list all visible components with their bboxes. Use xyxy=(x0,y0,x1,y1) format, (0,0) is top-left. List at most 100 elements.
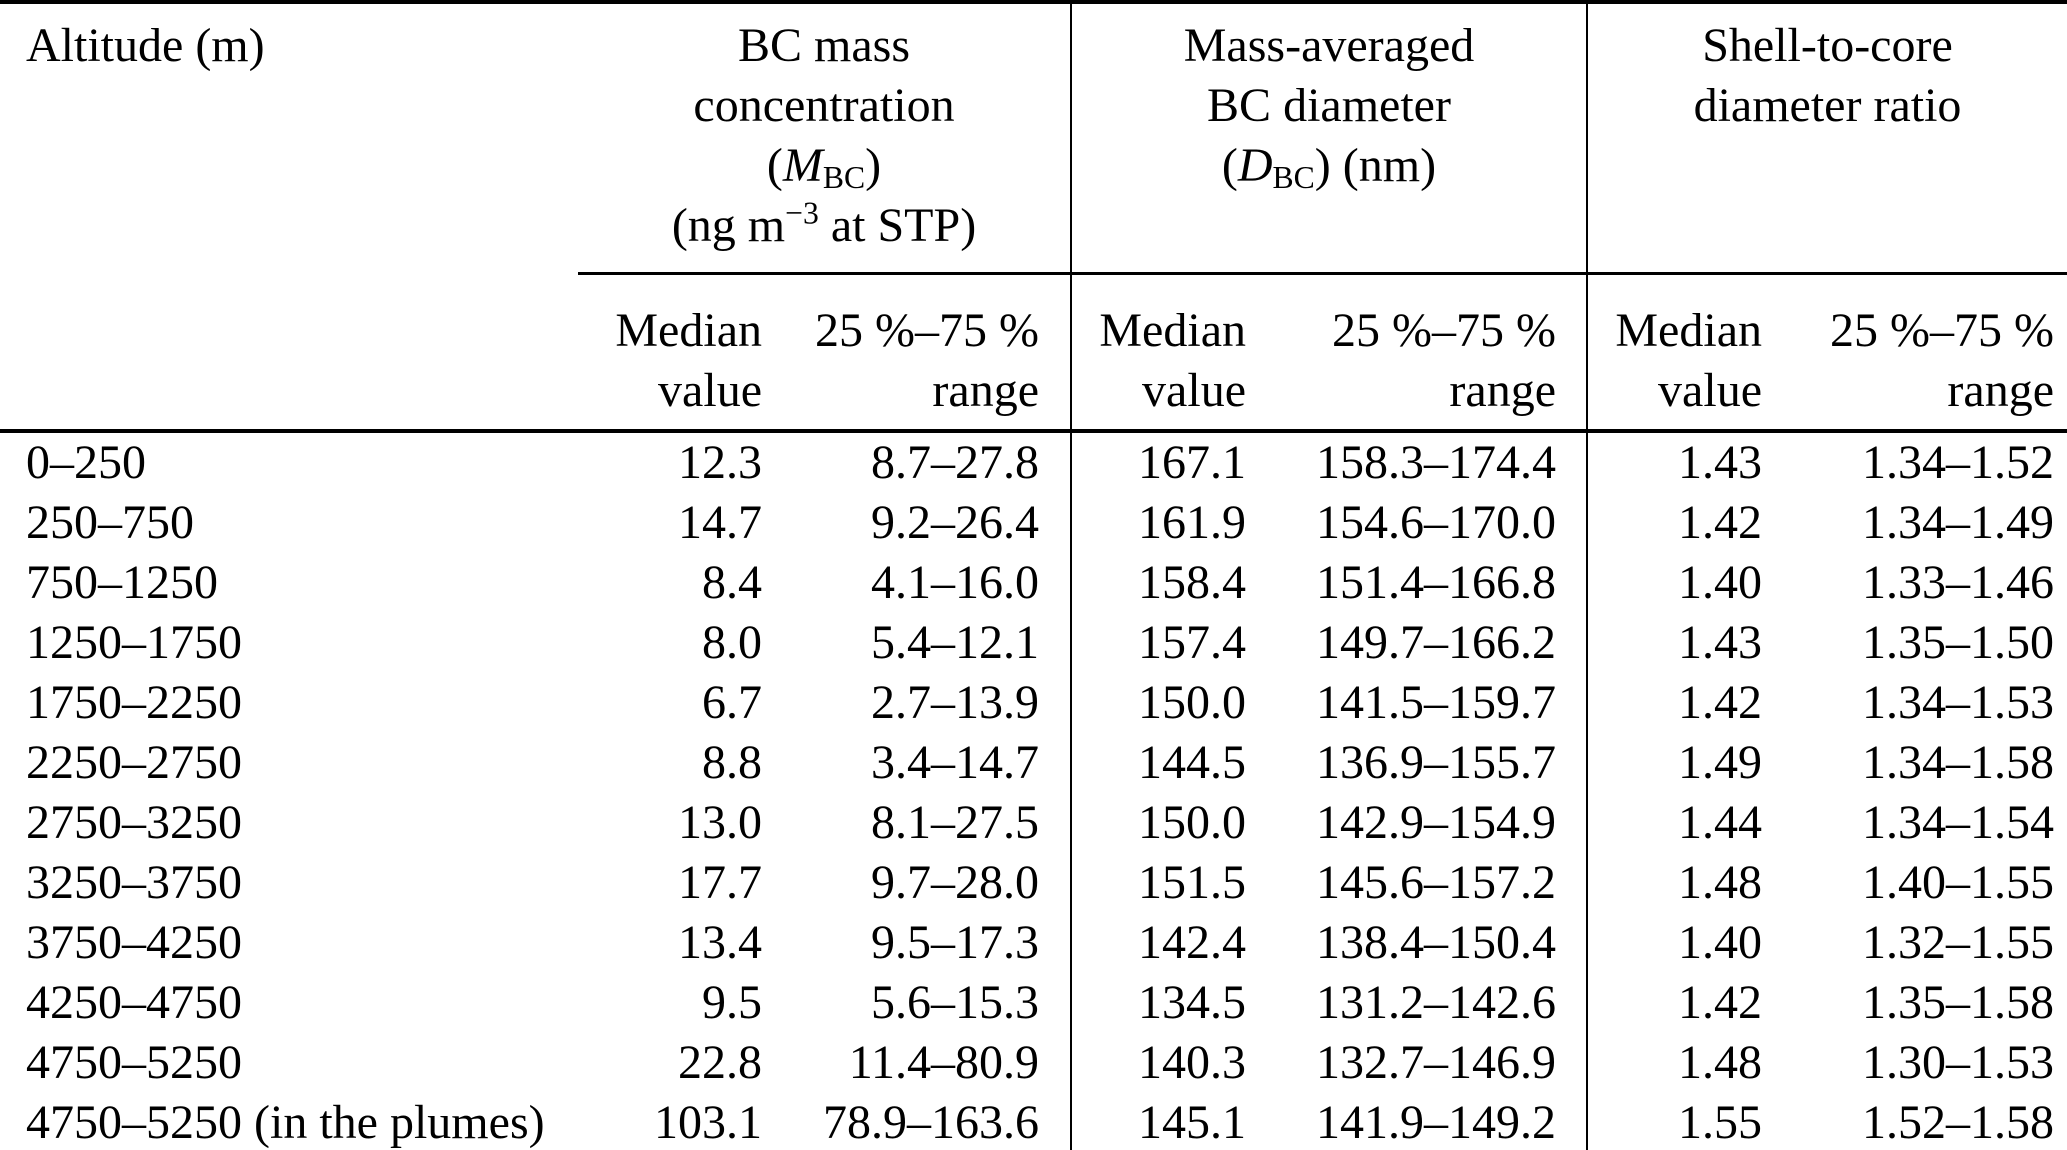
value-cell: 1.43 xyxy=(1586,431,1777,493)
group-title-line: Mass-averaged xyxy=(1183,19,1475,72)
value-cell: 151.4–166.8 xyxy=(1316,556,1556,609)
value-cell: 1.30–1.53 xyxy=(1862,1036,2054,1089)
table-row: 1750–2250 6.7 2.7–13.9 150.0 141.5–159.7 1.42… xyxy=(0,673,2067,733)
value-cell: 5.6–15.3 xyxy=(871,976,1039,1029)
altitude-cell: 4750–5250 (in the plumes) xyxy=(26,1096,545,1149)
altitude-cell: 2750–3250 xyxy=(26,796,242,849)
value-cell: 1.42 xyxy=(1586,493,1777,553)
subheader-range: 25 %–75 % range xyxy=(1777,273,2067,433)
value-cell: 1.42 xyxy=(1586,973,1777,1033)
value-cell: 8.0 xyxy=(702,616,762,669)
value-cell: 103.1 xyxy=(654,1096,762,1149)
altitude-cell: 2250–2750 xyxy=(26,736,242,789)
table-row: 4750–5250 22.8 11.4–80.9 140.3 132.7–146.9 1.… xyxy=(0,1033,2067,1093)
table-header: Altitude (m) BC mass concentration (MBC)… xyxy=(0,2,2067,433)
value-cell: 1.49 xyxy=(1586,733,1777,793)
group-header-shell-core: Shell-to-core diameter ratio xyxy=(1586,2,2067,275)
value-cell: 141.5–159.7 xyxy=(1316,676,1556,729)
group-title-line: diameter ratio xyxy=(1693,79,1962,132)
value-cell: 1.32–1.55 xyxy=(1862,916,2054,969)
value-cell: 134.5 xyxy=(1070,973,1266,1033)
group-header-bc-mass: BC mass concentration (MBC) (ng m−3 at S… xyxy=(578,2,1071,275)
value-cell: 150.0 xyxy=(1070,793,1266,853)
group-symbol-line: (DBC) (nm) xyxy=(1221,139,1437,195)
value-cell: 5.4–12.1 xyxy=(871,616,1039,669)
table-row: 0–250 12.3 8.7–27.8 167.1 158.3–174.4 1.43 1.3… xyxy=(0,431,2067,493)
value-cell: 145.1 xyxy=(1070,1093,1266,1150)
value-cell: 154.6–170.0 xyxy=(1316,496,1556,549)
value-cell: 144.5 xyxy=(1070,733,1266,793)
value-cell: 158.4 xyxy=(1070,553,1266,613)
value-cell: 136.9–155.7 xyxy=(1316,736,1556,789)
symbol-subscript: BC xyxy=(822,159,866,195)
value-cell: 3.4–14.7 xyxy=(871,736,1039,789)
value-cell: 8.8 xyxy=(702,736,762,789)
value-cell: 1.43 xyxy=(1586,613,1777,673)
value-cell: 8.7–27.8 xyxy=(871,436,1039,489)
altitude-cell: 3250–3750 xyxy=(26,856,242,909)
group-header-row: Altitude (m) BC mass concentration (MBC)… xyxy=(0,2,2067,433)
value-cell: 1.33–1.46 xyxy=(1862,556,2054,609)
unit-exponent: −3 xyxy=(785,195,819,231)
subheader-median: Median value xyxy=(1586,273,1777,433)
value-cell: 1.48 xyxy=(1586,853,1777,913)
value-cell: 9.2–26.4 xyxy=(871,496,1039,549)
group-title-line: BC diameter xyxy=(1207,79,1451,132)
value-cell: 140.3 xyxy=(1070,1033,1266,1093)
altitude-cell: 0–250 xyxy=(26,436,146,489)
group-title-line: concentration xyxy=(693,79,955,132)
value-cell: 1.55 xyxy=(1586,1093,1777,1150)
altitude-cell: 1250–1750 xyxy=(26,616,242,669)
value-cell: 141.9–149.2 xyxy=(1316,1096,1556,1149)
value-cell: 158.3–174.4 xyxy=(1316,436,1556,489)
value-cell: 142.9–154.9 xyxy=(1316,796,1556,849)
value-cell: 1.34–1.52 xyxy=(1862,436,2054,489)
group-symbol-line: (MBC) xyxy=(766,139,882,195)
value-cell: 11.4–80.9 xyxy=(848,1036,1039,1089)
subheader-median: Median value xyxy=(1070,273,1266,433)
value-cell: 14.7 xyxy=(678,496,762,549)
value-cell: 142.4 xyxy=(1070,913,1266,973)
value-cell: 8.1–27.5 xyxy=(871,796,1039,849)
subheader-range: 25 %–75 % range xyxy=(1266,273,1587,433)
value-cell: 1.40–1.55 xyxy=(1862,856,2054,909)
value-cell: 4.1–16.0 xyxy=(871,556,1039,609)
value-cell: 1.35–1.50 xyxy=(1862,616,2054,669)
group-title-line: BC mass xyxy=(737,19,911,72)
table-row: 250–750 14.7 9.2–26.4 161.9 154.6–170.0 1.42 1… xyxy=(0,493,2067,553)
table-row: 2750–3250 13.0 8.1–27.5 150.0 142.9–154.9 1.4… xyxy=(0,793,2067,853)
value-cell: 17.7 xyxy=(678,856,762,909)
value-cell: 1.44 xyxy=(1586,793,1777,853)
group-header-bc-diameter: Mass-averaged BC diameter (DBC) (nm) xyxy=(1070,2,1587,275)
value-cell: 9.7–28.0 xyxy=(871,856,1039,909)
value-cell: 13.0 xyxy=(678,796,762,849)
altitude-cell: 1750–2250 xyxy=(26,676,242,729)
altitude-cell: 4750–5250 xyxy=(26,1036,242,1089)
altitude-column-header: Altitude (m) xyxy=(0,2,578,433)
value-cell: 1.34–1.53 xyxy=(1862,676,2054,729)
value-cell: 6.7 xyxy=(702,676,762,729)
value-cell: 167.1 xyxy=(1070,431,1266,493)
group-title-line: Shell-to-core xyxy=(1702,19,1953,72)
table-row: 3250–3750 17.7 9.7–28.0 151.5 145.6–157.2 1.4… xyxy=(0,853,2067,913)
value-cell: 8.4 xyxy=(702,556,762,609)
value-cell: 1.52–1.58 xyxy=(1862,1096,2054,1149)
value-cell: 145.6–157.2 xyxy=(1316,856,1556,909)
value-cell: 1.34–1.58 xyxy=(1862,736,2054,789)
value-cell: 157.4 xyxy=(1070,613,1266,673)
value-cell: 2.7–13.9 xyxy=(871,676,1039,729)
value-cell: 1.40 xyxy=(1586,553,1777,613)
value-cell: 138.4–150.4 xyxy=(1316,916,1556,969)
value-cell: 1.40 xyxy=(1586,913,1777,973)
symbol-italic: M xyxy=(782,139,823,192)
value-cell: 9.5–17.3 xyxy=(871,916,1039,969)
value-cell: 149.7–166.2 xyxy=(1316,616,1556,669)
value-cell: 131.2–142.6 xyxy=(1316,976,1556,1029)
value-cell: 1.35–1.58 xyxy=(1862,976,2054,1029)
value-cell: 150.0 xyxy=(1070,673,1266,733)
table-row: 750–1250 8.4 4.1–16.0 158.4 151.4–166.8 1.40 1… xyxy=(0,553,2067,613)
symbol-subscript: BC xyxy=(1272,159,1315,195)
value-cell: 12.3 xyxy=(678,436,762,489)
value-cell: 9.5 xyxy=(702,976,762,1029)
